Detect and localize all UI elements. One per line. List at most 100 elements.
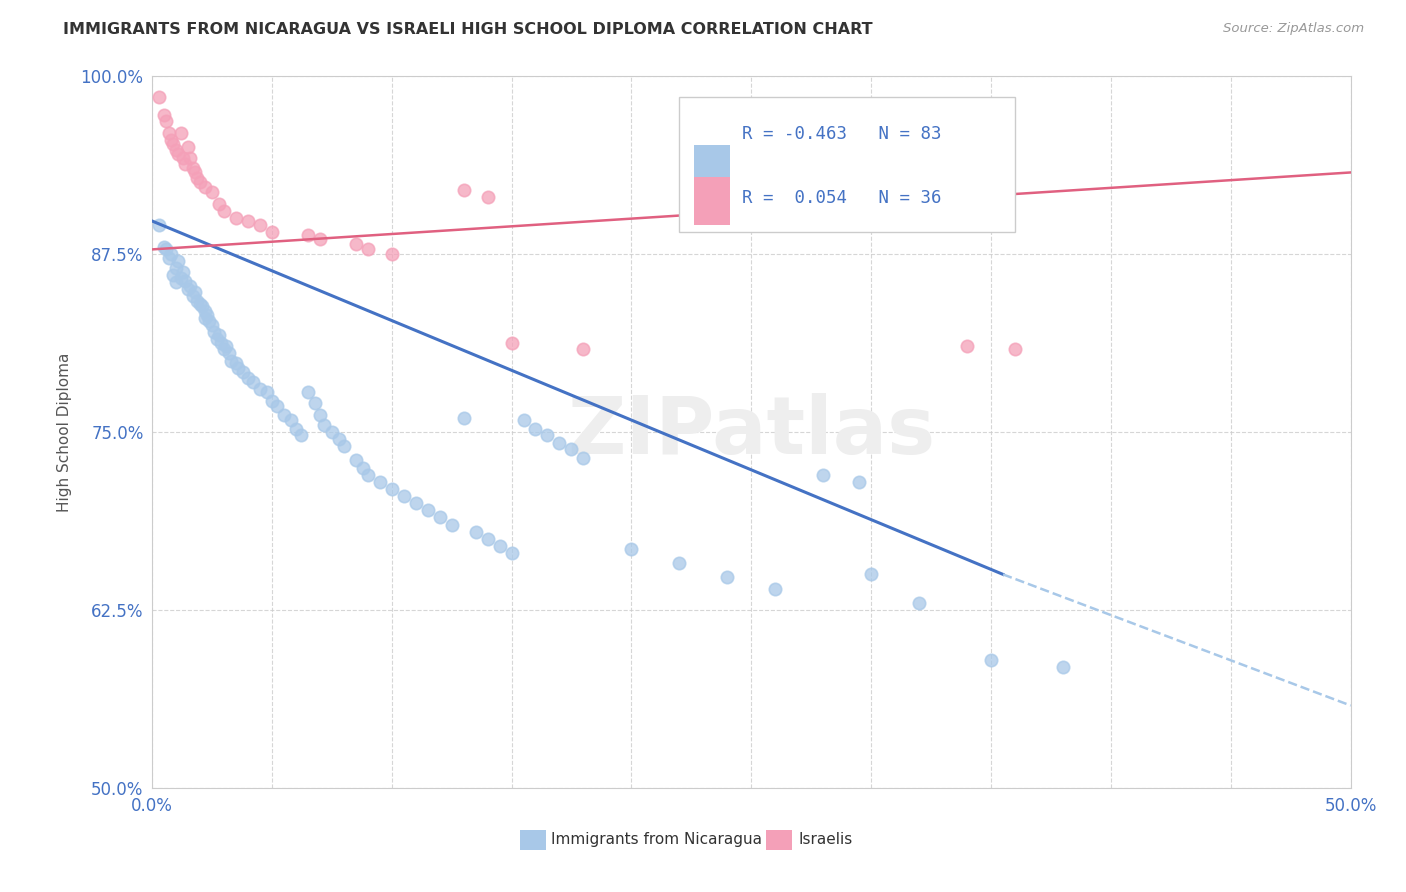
Point xyxy=(249,382,271,396)
Point xyxy=(186,293,208,308)
Point xyxy=(232,365,254,379)
Point xyxy=(620,541,643,556)
FancyBboxPatch shape xyxy=(693,177,730,225)
Point xyxy=(153,108,176,122)
Point xyxy=(280,413,302,427)
Point xyxy=(1004,342,1026,356)
Point xyxy=(162,136,184,151)
Point xyxy=(179,279,201,293)
Point xyxy=(202,325,225,339)
FancyBboxPatch shape xyxy=(693,145,730,193)
Point xyxy=(328,432,350,446)
Point xyxy=(201,318,224,332)
Point xyxy=(464,524,486,539)
Point xyxy=(440,517,463,532)
Point xyxy=(321,425,343,439)
Text: R = -0.463   N = 83: R = -0.463 N = 83 xyxy=(742,125,941,143)
Point xyxy=(155,243,177,257)
Point xyxy=(290,427,312,442)
Point xyxy=(501,336,523,351)
Point xyxy=(153,239,176,253)
Point xyxy=(208,327,231,342)
Point xyxy=(218,346,240,360)
Point xyxy=(148,218,170,232)
Point xyxy=(184,285,207,300)
Point xyxy=(169,126,191,140)
Point xyxy=(174,274,197,288)
Point xyxy=(314,417,336,432)
Point xyxy=(501,546,523,560)
Point xyxy=(184,165,207,179)
Point xyxy=(194,303,217,318)
Point xyxy=(194,310,217,325)
Point xyxy=(172,151,194,165)
Point xyxy=(763,582,786,596)
Point xyxy=(148,90,170,104)
Point xyxy=(225,356,247,370)
Point xyxy=(477,532,499,546)
Point xyxy=(172,265,194,279)
Point xyxy=(524,422,547,436)
Text: Source: ZipAtlas.com: Source: ZipAtlas.com xyxy=(1223,22,1364,36)
Text: Immigrants from Nicaragua: Immigrants from Nicaragua xyxy=(551,832,762,847)
Point xyxy=(177,140,200,154)
Point xyxy=(344,453,367,467)
FancyBboxPatch shape xyxy=(679,97,1015,232)
Point xyxy=(344,236,367,251)
Point xyxy=(157,251,180,265)
Point xyxy=(165,275,187,289)
Point xyxy=(980,653,1002,667)
Point xyxy=(848,475,870,489)
Point xyxy=(181,289,204,303)
Point xyxy=(956,339,979,353)
Point xyxy=(236,214,259,228)
Point xyxy=(368,475,391,489)
Point xyxy=(284,422,307,436)
Point xyxy=(273,408,295,422)
Point xyxy=(195,308,218,322)
Point xyxy=(191,300,214,314)
Point xyxy=(236,370,259,384)
Point xyxy=(155,114,177,128)
Text: IMMIGRANTS FROM NICARAGUA VS ISRAELI HIGH SCHOOL DIPLOMA CORRELATION CHART: IMMIGRANTS FROM NICARAGUA VS ISRAELI HIG… xyxy=(63,22,873,37)
Point xyxy=(381,482,404,496)
Point xyxy=(813,467,835,482)
Point xyxy=(212,203,235,218)
Point xyxy=(249,218,271,232)
Point xyxy=(174,157,197,171)
Point xyxy=(242,375,264,389)
Point xyxy=(560,442,582,456)
Point xyxy=(160,246,183,260)
Point xyxy=(304,396,326,410)
Point xyxy=(167,147,190,161)
Point xyxy=(512,413,534,427)
Point xyxy=(260,225,283,239)
Point xyxy=(429,510,451,524)
Point xyxy=(548,436,571,450)
Point xyxy=(356,467,378,482)
Point xyxy=(209,336,232,351)
Point xyxy=(225,211,247,225)
Text: R =  0.054   N = 36: R = 0.054 N = 36 xyxy=(742,189,941,207)
Point xyxy=(572,450,595,465)
Point xyxy=(186,171,208,186)
Point xyxy=(716,570,738,584)
Point xyxy=(165,143,187,157)
Point xyxy=(488,539,510,553)
Point xyxy=(160,133,183,147)
Point xyxy=(256,384,278,399)
Point xyxy=(308,232,330,246)
Point xyxy=(212,342,235,356)
Point xyxy=(405,496,427,510)
Point xyxy=(177,282,200,296)
Point xyxy=(208,196,231,211)
Point xyxy=(352,460,374,475)
Point xyxy=(167,253,190,268)
Point xyxy=(226,360,249,375)
Point xyxy=(162,268,184,282)
Point xyxy=(392,489,415,503)
Point xyxy=(188,296,211,310)
Point xyxy=(181,161,204,176)
Point xyxy=(453,410,475,425)
Point xyxy=(572,342,595,356)
